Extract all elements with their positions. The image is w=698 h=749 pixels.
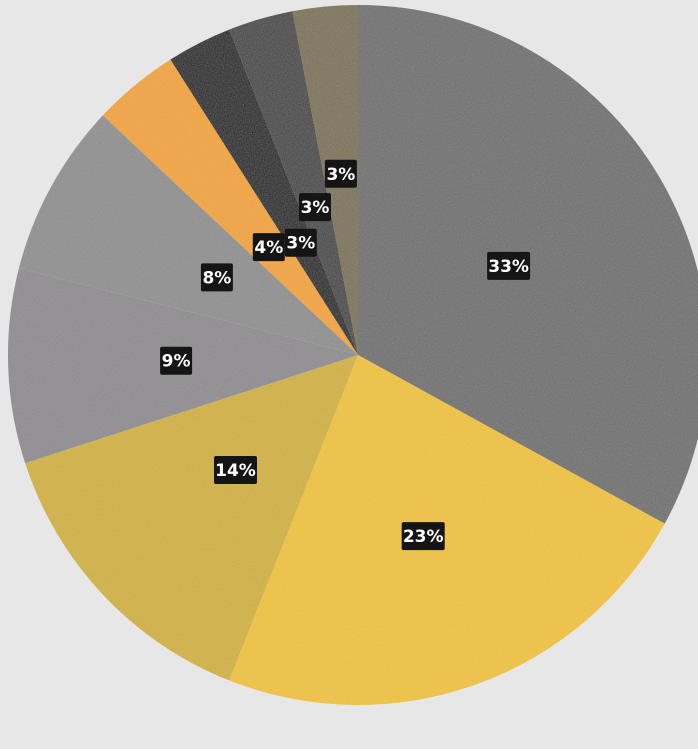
data-label-text: 23% [403,527,444,547]
data-label-box [401,522,445,551]
data-label-text: 14% [215,461,256,481]
data-label-box [487,251,531,280]
pie-slice [25,355,358,681]
pie-slices [8,5,698,705]
pie-labels: 33%23%14%9%8%4% 3%3%3% [160,159,531,551]
data-label-box [200,263,233,292]
data-label: 4% [252,233,285,262]
data-label: 9% [160,346,193,375]
data-label-box [160,346,193,375]
data-label-text: 3% [301,198,330,218]
data-label: 23% [401,522,445,551]
pie-slice [19,115,358,355]
data-label-text: 9% [162,352,191,372]
data-label-box [284,228,317,257]
data-label-text: 3% [286,234,315,254]
data-label-box [252,233,285,262]
data-label-text: 3% [326,165,355,185]
data-label-box [214,456,257,484]
pie-slice [229,355,665,705]
data-label: 3% [299,193,331,222]
data-label-box [324,159,357,188]
data-label-text: 33% [488,257,529,277]
data-label: 33% [487,251,531,280]
data-label-text: 4% [254,238,283,258]
data-label: 3% [284,228,317,257]
pie-slice [102,59,358,356]
data-label-box [299,193,331,222]
data-label: 14% [214,456,257,484]
data-label-text: 8% [202,268,231,288]
pie-slice [170,29,358,356]
data-label: 3% [324,159,357,188]
pie-slice [229,11,358,355]
data-label: 8% [200,263,233,292]
